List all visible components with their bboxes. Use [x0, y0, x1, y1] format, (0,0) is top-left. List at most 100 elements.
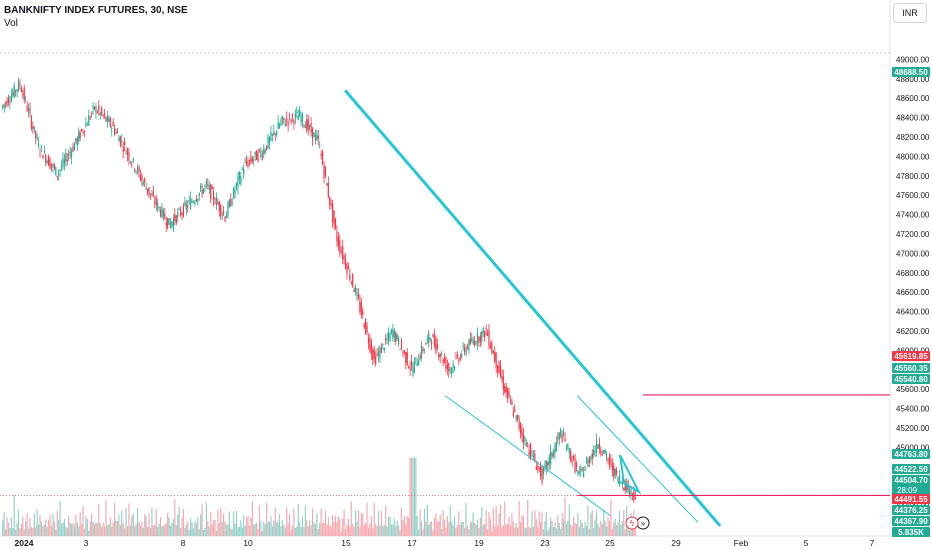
replay-icon[interactable]: » — [636, 516, 650, 530]
volume-bar — [496, 525, 499, 536]
volume-bar — [604, 520, 606, 536]
volume-bar — [256, 523, 258, 536]
candle-body — [287, 121, 289, 126]
candle-body — [167, 217, 169, 229]
candle-body — [263, 148, 265, 155]
candle-body — [466, 347, 469, 349]
volume-bar — [182, 508, 185, 536]
volume-bar — [194, 520, 196, 536]
volume-bar — [311, 508, 314, 536]
time-axis[interactable]: 2024 3 8 10 15 17 19 23 25 29 Feb 5 7 — [15, 538, 875, 548]
volume-bar — [502, 524, 504, 536]
volume-bar — [479, 517, 481, 536]
candle-body — [347, 266, 350, 270]
volume-bar — [627, 525, 629, 536]
candle-body — [139, 174, 142, 181]
candle-body — [162, 209, 164, 217]
volume-bar — [352, 523, 354, 536]
candle-body — [194, 201, 196, 204]
candle-body — [403, 350, 405, 353]
price-label-box — [892, 475, 930, 496]
volume-bar — [75, 515, 77, 536]
candle-body — [542, 467, 545, 475]
volume-bar — [425, 521, 427, 536]
volume-bar — [537, 527, 539, 536]
volume-bar — [105, 499, 107, 536]
volume-bar — [283, 524, 285, 536]
candle-body — [590, 457, 592, 460]
volume-bar — [416, 516, 418, 536]
x-tick-label: 2024 — [15, 538, 34, 548]
volume-bar — [26, 513, 28, 536]
candle-body — [375, 356, 377, 364]
lower-trendline — [445, 395, 611, 516]
volume-bar — [121, 510, 123, 536]
candle-body — [557, 437, 559, 439]
candle-body — [115, 132, 117, 134]
candle-body — [293, 120, 295, 124]
candle-body — [221, 214, 223, 216]
candle-body — [382, 343, 384, 346]
volume-bar — [455, 527, 457, 536]
volume-bar — [577, 512, 579, 536]
candle-body — [463, 347, 466, 352]
candle-body — [626, 484, 628, 492]
candle-body — [565, 448, 568, 450]
volume-bar — [332, 515, 334, 536]
volume-bar — [99, 522, 101, 536]
volume-bar — [408, 517, 410, 536]
volume-bar — [284, 527, 286, 536]
volume-bar — [486, 529, 489, 536]
volume-bar — [436, 521, 438, 536]
candle-body — [76, 137, 78, 146]
candle-body — [124, 141, 126, 146]
candle-body — [614, 468, 616, 476]
price-axis[interactable]: 49000.00 48800.00 48600.00 48400.00 48200.00… — [896, 55, 930, 510]
candle-body — [571, 461, 573, 463]
volume-bar — [32, 527, 34, 536]
volume-bar — [224, 521, 226, 536]
candle-body — [317, 135, 319, 139]
candle-body — [575, 463, 578, 467]
price-label-box — [892, 527, 930, 537]
candle-body — [324, 166, 327, 176]
volume-bar — [210, 511, 212, 536]
candle-body — [485, 327, 487, 330]
candle-body — [386, 339, 388, 341]
drawings[interactable] — [0, 89, 890, 527]
candle-body — [354, 287, 357, 293]
candle-body — [212, 191, 215, 201]
volume-bar — [10, 516, 12, 536]
volume-bar — [197, 517, 199, 536]
candle-body — [96, 112, 98, 114]
candle-body — [558, 432, 560, 440]
candle-body — [19, 84, 21, 86]
candle-body — [261, 155, 263, 158]
flash-icon[interactable]: ϟ — [625, 516, 639, 530]
chart-title: BANKNIFTY INDEX FUTURES, 30, NSE — [4, 5, 188, 16]
candle-body — [145, 187, 147, 190]
candle-body — [580, 468, 582, 471]
volume-bar — [39, 515, 41, 536]
volume-bar — [495, 505, 497, 536]
price-label: 44763.80 — [894, 450, 928, 459]
candle-body — [25, 98, 27, 100]
candle-body — [238, 172, 240, 180]
candle-body — [218, 201, 220, 212]
candle-body — [628, 490, 631, 495]
candle-body — [336, 231, 338, 242]
candle-body — [564, 437, 566, 442]
candle-body — [560, 429, 562, 437]
price-label: 44504.70 — [894, 476, 928, 485]
volume-bar — [570, 524, 572, 536]
volume-bar — [385, 505, 387, 536]
y-tick-label: 46400.00 — [896, 308, 930, 317]
currency-button[interactable]: INR — [893, 3, 927, 23]
candle-body — [468, 339, 470, 350]
volume-bar — [317, 529, 319, 536]
candle-body — [99, 112, 101, 116]
volume-bar — [320, 508, 322, 536]
candle-body — [165, 222, 167, 226]
candle-body — [56, 175, 58, 177]
